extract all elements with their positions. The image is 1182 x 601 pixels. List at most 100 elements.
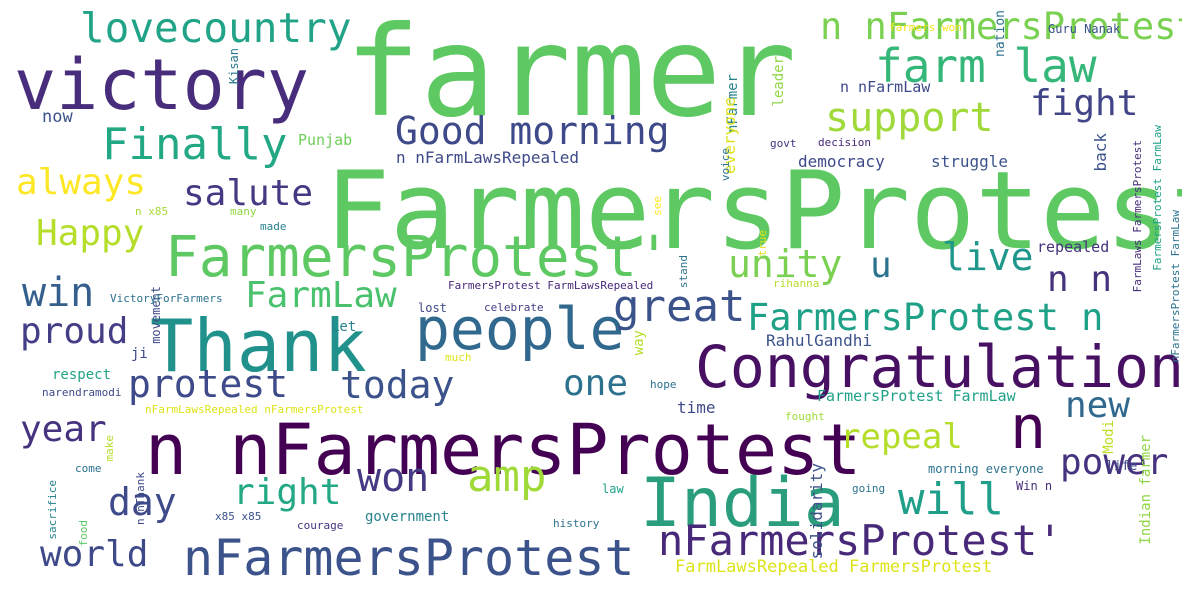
cloud-word: govt — [770, 137, 797, 150]
cloud-word: FarmLaw — [245, 275, 397, 316]
cloud-word: farmer — [345, 0, 797, 145]
cloud-word: nFarmLawsRepealed nFarmersProtest — [145, 403, 364, 416]
cloud-word: Thank — [150, 304, 367, 388]
cloud-word: celebrate — [484, 301, 544, 314]
cloud-word: hope — [650, 378, 677, 391]
cloud-word: Modi — [1101, 420, 1117, 454]
cloud-word: nFarmersProtest' — [658, 516, 1063, 565]
cloud-word: proud — [20, 311, 129, 352]
cloud-word: Indian farmer — [1138, 435, 1154, 545]
cloud-word: FarmLaws FarmersProtest — [1131, 140, 1144, 293]
cloud-word: salute — [183, 173, 314, 214]
cloud-word: VictoryForFarmers — [110, 292, 223, 305]
cloud-word: much — [445, 351, 472, 364]
cloud-word: FarmersProtest n — [747, 296, 1104, 339]
cloud-word: struggle — [931, 152, 1009, 171]
cloud-word: narendramodi — [42, 386, 122, 399]
cloud-word: u — [870, 245, 892, 286]
cloud-word: will — [898, 474, 1004, 525]
cloud-word: rihanna — [773, 277, 820, 290]
cloud-word: Guru Nanak — [1048, 22, 1121, 36]
cloud-word: FarmersProtest FarmLaw — [817, 387, 1016, 405]
cloud-word: live — [942, 235, 1034, 279]
cloud-word: courage — [297, 519, 344, 532]
cloud-word: power — [1060, 442, 1169, 483]
cloud-word: repeal — [840, 417, 963, 457]
cloud-word: morning everyone — [928, 462, 1044, 476]
cloud-word: nFarmersProtest — [183, 529, 635, 587]
cloud-word: sacrifice — [46, 480, 59, 540]
cloud-word: time — [677, 398, 716, 417]
cloud-word: day — [108, 480, 177, 524]
cloud-word: today — [340, 363, 455, 407]
cloud-word: food — [77, 520, 90, 547]
cloud-word: great — [613, 281, 746, 332]
cloud-word: lost — [418, 301, 447, 315]
cloud-word: farmers won — [889, 21, 962, 34]
cloud-word: see — [651, 196, 664, 216]
cloud-word: Win n — [1016, 479, 1053, 493]
cloud-word: FarmersProtest FarmLaw — [1151, 125, 1164, 271]
cloud-word: n nFarmersProtest — [145, 409, 862, 491]
cloud-word: nation — [993, 10, 1008, 57]
cloud-word: true — [756, 230, 769, 257]
cloud-word: Punjab — [298, 131, 353, 149]
cloud-word: Congratulation — [695, 333, 1182, 401]
cloud-word: right — [233, 472, 342, 513]
cloud-word: one — [563, 363, 629, 404]
cloud-word: amp — [467, 451, 547, 502]
cloud-word: come — [75, 462, 102, 475]
cloud-word: year — [20, 409, 107, 450]
cloud-word: lovecountry — [80, 4, 352, 52]
cloud-word: solidarity — [807, 463, 826, 560]
cloud-word: law — [602, 482, 624, 496]
cloud-word: fight — [1030, 83, 1139, 124]
cloud-word: many — [230, 205, 257, 218]
cloud-word: Kisan — [227, 48, 241, 85]
cloud-word: Good morning — [395, 109, 670, 153]
cloud-word: FarmersProtest FarmLawsRepealed — [448, 279, 654, 292]
cloud-word: fought — [785, 410, 825, 423]
cloud-word: RahulGandhi — [766, 331, 872, 350]
cloud-word: democracy — [798, 152, 885, 171]
cloud-word: Finally — [102, 119, 288, 170]
cloud-word: stand — [677, 255, 690, 289]
cloud-word: ji — [131, 346, 148, 362]
cloud-word: won — [357, 455, 430, 501]
cloud-word: India — [640, 464, 845, 543]
cloud-word: Let — [331, 319, 357, 335]
cloud-word: support — [825, 95, 994, 141]
cloud-word: win — [22, 270, 95, 316]
cloud-word: protest — [128, 362, 289, 406]
cloud-word: respect — [52, 367, 112, 383]
cloud-word: life — [1106, 459, 1138, 474]
cloud-word: made — [260, 220, 287, 233]
cloud-word: new — [1065, 385, 1131, 426]
cloud-word: nFarmersProtest FarmLaw — [1169, 210, 1182, 363]
cloud-word: FarmersProtest — [325, 149, 1182, 274]
cloud-word: now — [42, 107, 73, 127]
cloud-word: n — [1010, 393, 1047, 463]
cloud-word: Happy — [36, 213, 145, 254]
cloud-word: n nFarmLawsRepealed — [396, 148, 580, 167]
cloud-word: n nFarmLaw — [840, 78, 931, 96]
cloud-word: always — [16, 162, 147, 203]
cloud-word: people — [415, 295, 625, 363]
cloud-word: make — [103, 435, 116, 462]
cloud-word: FarmLawsRepealed FarmersProtest — [675, 557, 993, 577]
cloud-word: leader — [771, 56, 787, 107]
cloud-word: x85 x85 — [215, 510, 262, 523]
cloud-word: victory — [14, 44, 310, 126]
cloud-word: back — [1091, 133, 1110, 172]
cloud-word: history — [553, 517, 600, 530]
cloud-word: n n — [1047, 259, 1113, 300]
cloud-word: n nFarmersProtest' — [820, 5, 1182, 48]
cloud-word: going — [852, 482, 886, 495]
cloud-word: repealed — [1037, 238, 1110, 256]
cloud-word: unity — [728, 242, 843, 286]
cloud-word: n nThank — [134, 472, 147, 525]
cloud-word: FarmersProtest' — [165, 225, 671, 290]
cloud-word: n x85 — [135, 205, 169, 218]
cloud-word: decision — [818, 136, 871, 149]
